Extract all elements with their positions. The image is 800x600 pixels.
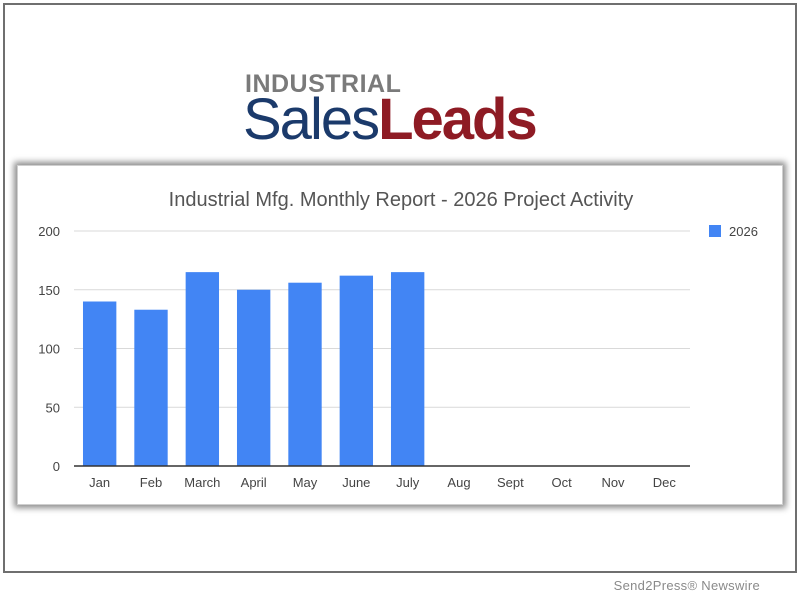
y-tick-label: 0	[53, 459, 60, 474]
legend-label: 2026	[729, 224, 758, 239]
x-tick-label: July	[396, 475, 420, 490]
logo-sales-text: Sales	[243, 87, 380, 152]
newswire-credit: Send2Press® Newswire	[613, 578, 760, 593]
logo-wordmark: SalesLeads	[243, 87, 538, 152]
bar-april	[236, 289, 271, 466]
x-tick-label: Sept	[497, 475, 524, 490]
logo-industrial-text: INDUSTRIAL	[245, 70, 402, 98]
logo-leads-text: Leads	[378, 87, 538, 152]
y-axis-ticks: 0 50 100 150 200	[38, 224, 60, 474]
y-tick-label: 150	[38, 283, 60, 298]
y-tick-label: 50	[46, 400, 60, 415]
bar-chart: Industrial Mfg. Monthly Report - 2026 Pr…	[38, 189, 758, 490]
x-tick-label: Dec	[653, 475, 677, 490]
x-tick-label: Aug	[447, 475, 470, 490]
x-tick-label: April	[241, 475, 267, 490]
x-tick-label: Nov	[601, 475, 625, 490]
gridlines	[74, 230, 690, 408]
x-tick-label: June	[342, 475, 370, 490]
x-tick-label: May	[293, 475, 318, 490]
x-tick-label: Jan	[89, 475, 110, 490]
bar-march	[185, 272, 220, 466]
bar-july	[390, 272, 425, 466]
bar-feb	[134, 309, 168, 466]
bar-may	[288, 282, 322, 466]
bars	[82, 272, 425, 466]
legend-swatch	[709, 225, 721, 237]
bar-june	[339, 275, 374, 466]
x-tick-label: Feb	[140, 475, 162, 490]
chart-title: Industrial Mfg. Monthly Report - 2026 Pr…	[169, 189, 634, 211]
y-tick-label: 100	[38, 342, 60, 357]
chart-card: Industrial Mfg. Monthly Report - 2026 Pr…	[17, 165, 783, 505]
y-tick-label: 200	[38, 224, 60, 239]
x-tick-label: March	[184, 475, 220, 490]
bar-jan	[82, 301, 117, 466]
legend: 2026	[709, 224, 758, 239]
x-tick-label: Oct	[552, 475, 573, 490]
x-axis-ticks: Jan Feb March April May June July Aug Sept Oct Nov…	[89, 475, 676, 490]
industrial-sales-leads-logo: INDUSTRIAL SalesLeads	[243, 70, 563, 154]
